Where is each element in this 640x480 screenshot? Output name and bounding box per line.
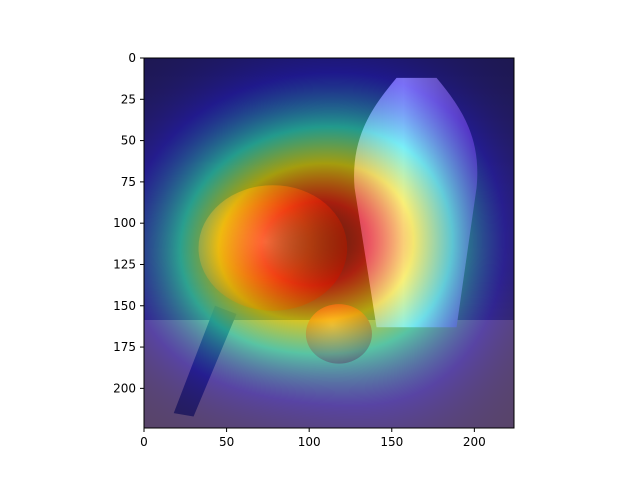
- axes-frame: [143, 57, 515, 429]
- x-tick-label: 0: [140, 435, 148, 449]
- y-axis: 0 25 50 75 100 125 150 175 200: [113, 51, 144, 395]
- x-tick-label: 150: [380, 435, 403, 449]
- y-tick-label: 150: [113, 299, 136, 313]
- y-tick-label: 0: [128, 51, 136, 65]
- y-tick-label: 25: [121, 92, 136, 106]
- y-tick-label: 100: [113, 216, 136, 230]
- y-tick-label: 125: [113, 257, 136, 271]
- y-tick-label: 75: [121, 175, 136, 189]
- x-tick-label: 100: [298, 435, 321, 449]
- x-axis: 0 50 100 150 200: [140, 428, 486, 449]
- plot-area: [144, 58, 514, 428]
- x-tick-label: 50: [219, 435, 234, 449]
- y-tick-label: 175: [113, 340, 136, 354]
- y-tick-label: 200: [113, 381, 136, 395]
- x-tick-label: 200: [463, 435, 486, 449]
- y-tick-label: 50: [121, 134, 136, 148]
- activation-heatmap: [144, 58, 514, 428]
